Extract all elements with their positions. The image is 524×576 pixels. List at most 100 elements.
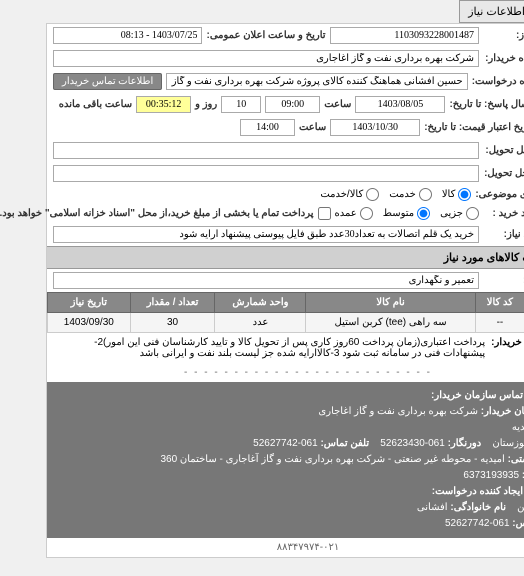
contact-province-row: استان: خوزستان دورنگار: 061-52623430 تلف… (9, 436, 515, 452)
budget-type-label: طبقه بندی موضوعی: (429, 189, 517, 200)
firstname-value: حسین (471, 502, 497, 513)
radio-khedmat[interactable]: خدمت (343, 188, 386, 201)
firstname-label: نام: (500, 502, 515, 513)
buyer-org-label: نام دستگاه خریدار: (437, 53, 517, 64)
buyer-org-input[interactable] (7, 50, 433, 67)
need-number-input[interactable] (284, 27, 433, 44)
valid-date-input[interactable] (284, 119, 374, 136)
radio-motevaset-label: متوسط (337, 208, 368, 219)
radio-kala-khedmat[interactable]: کالا/خدمت (274, 188, 333, 201)
contact-postal-label: کد پستی: (476, 470, 515, 481)
row-buyer-org: نام دستگاه خریدار: (1, 47, 523, 70)
lastname-label: نام خانوادگی: (404, 502, 460, 513)
deadline-time-label: ساعت (278, 99, 305, 110)
need-desc-label: شرح کلی نیاز: (437, 229, 517, 240)
row-need-number: شماره نیاز: تاریخ و ساعت اعلان عمومی: (1, 24, 523, 47)
td-date: 1403/09/30 (2, 313, 85, 333)
radio-kala-khedmat-label: کالا/خدمت (274, 189, 317, 200)
contact-province-value: خوزستان (446, 438, 484, 449)
radio-kala-khedmat-input[interactable] (320, 188, 333, 201)
tab-header: جزئیات اطلاعات نیاز (413, 0, 524, 23)
deadline-time-input[interactable] (219, 96, 274, 113)
row-need-desc: شرح کلی نیاز: (1, 223, 523, 246)
delivery-loc-input[interactable] (7, 142, 433, 159)
purchase-type-label: نوع برآورد خرید : (437, 208, 517, 219)
row-goods-group: گروه کالا: (1, 269, 523, 292)
contact-address-row: آدرس پستی: امیدیه - محوطه غیر صنعتی - شر… (9, 452, 515, 468)
remarks-text: پرداخت اعتباری(زمان پرداخت 60روز کاری پس… (7, 337, 439, 359)
need-desc-input[interactable] (7, 226, 433, 243)
remarks-label: توضیحات خریدار: (445, 337, 517, 359)
td-code: -- (429, 313, 478, 333)
contact-fax-value: 061-52623430 (334, 438, 399, 449)
remarks-row: توضیحات خریدار: پرداخت اعتباری(زمان پردا… (1, 333, 523, 363)
payment-note-text: پرداخت تمام یا بخشی از مبلغ خرید،از محل … (0, 208, 268, 219)
contact-city-label: شهر: (493, 422, 515, 433)
goods-group-input[interactable] (7, 272, 433, 289)
goods-table: ردیف کد کالا نام کالا واحد شمارش تعداد /… (1, 292, 523, 333)
th-unit: واحد شمارش (169, 293, 260, 313)
requester-phone-value: 061-52627742 (399, 518, 464, 529)
radio-omde-label: عمده (289, 208, 311, 219)
budget-radio-group: کالا خدمت کالا/خدمت (274, 188, 425, 201)
td-name: سه راهی (tee) کربن استیل (260, 313, 429, 333)
contact-fax-label: دورنگار: (402, 438, 436, 449)
radio-khedmat-input[interactable] (373, 188, 386, 201)
radio-jazii-input[interactable] (420, 207, 433, 220)
radio-kala-input[interactable] (412, 188, 425, 201)
delivery-loc-label: استان محل تحویل: (437, 145, 517, 156)
contact-header: اطلاعات تماس سازمان خریدار: (9, 388, 515, 404)
contact-province-label: استان: (487, 438, 515, 449)
contact-postal-value: 6373193935 (417, 470, 473, 481)
contact-org-row: نام سازمان خریدار: شرکت بهره برداری نفت … (9, 404, 515, 420)
th-row: ردیف (479, 293, 523, 313)
footer-separator: - - - - - - - - - - - - - - - - - - - - … (1, 363, 523, 382)
announce-input[interactable] (7, 27, 156, 44)
radio-motevaset[interactable]: متوسط (337, 207, 384, 220)
row-delivery-loc: استان محل تحویل: (1, 139, 523, 162)
delivery-addr-input[interactable] (7, 165, 433, 182)
row-purchase-type: نوع برآورد خرید : جزیی متوسط عمده پرداخت… (1, 204, 523, 223)
announce-label: تاریخ و ساعت اعلان عمومی: (160, 30, 279, 41)
th-qty: تعداد / مقدار (84, 293, 169, 313)
td-row: 1 (479, 313, 523, 333)
table-header-row: ردیف کد کالا نام کالا واحد شمارش تعداد /… (2, 293, 523, 313)
contact-phone-label: تلفن تماس: (274, 438, 323, 449)
requester-phone-row: تلفن تماس: 061-52627742 (9, 516, 515, 532)
contact-postal-row: کد پستی: 6373193935 (9, 468, 515, 484)
requester-info-header: اطلاعات ایجاد کننده درخواست: (9, 484, 515, 500)
purchase-radio-group: جزیی متوسط عمده (289, 207, 434, 220)
row-deadline: مهلت ارسال پاسخ: تا تاریخ: ساعت روز و سا… (1, 93, 523, 116)
radio-omde-input[interactable] (314, 207, 327, 220)
contact-buyer-button[interactable]: اطلاعات تماس خریدار (7, 73, 116, 90)
radio-jazii[interactable]: جزیی (394, 207, 433, 220)
lastname-value: افشانی (371, 502, 402, 513)
td-unit: عدد (169, 313, 260, 333)
radio-jazii-label: جزیی (394, 208, 417, 219)
form-container: شماره نیاز: تاریخ و ساعت اعلان عمومی: نا… (0, 23, 524, 558)
table-row: 1 -- سه راهی (tee) کربن استیل عدد 30 140… (2, 313, 523, 333)
th-code: کد کالا (429, 293, 478, 313)
valid-time-input[interactable] (194, 119, 249, 136)
remaining-days-input (175, 96, 215, 113)
goods-section-header: اطلاعات کالاهای مورد نیاز (1, 246, 523, 269)
contact-section: اطلاعات تماس سازمان خریدار: نام سازمان خ… (1, 382, 523, 538)
contact-city-value: امیدیه (466, 422, 491, 433)
requester-input[interactable] (120, 73, 421, 90)
row-budget-type: طبقه بندی موضوعی: کالا خدمت کالا/خدمت (1, 185, 523, 204)
payment-note-checkbox[interactable] (272, 207, 285, 220)
deadline-date-input[interactable] (309, 96, 399, 113)
remaining-time-input (90, 96, 145, 113)
remaining-days-label: روز و (149, 99, 171, 110)
row-delivery-addr: نشانی محل تحویل: (1, 162, 523, 185)
radio-kala[interactable]: کالا (396, 188, 426, 201)
th-date: تاریخ نیاز (2, 293, 85, 313)
requester-label: ایجاد کننده درخواست: (426, 76, 517, 87)
contact-org-label: نام سازمان خریدار: (435, 406, 515, 417)
radio-khedmat-label: خدمت (343, 189, 370, 200)
contact-phone-value: 061-52627742 (207, 438, 272, 449)
row-valid-date: حداقل تاریخ اعتبار قیمت: تا تاریخ: ساعت (1, 116, 523, 139)
goods-group-label: گروه کالا: (437, 275, 517, 286)
radio-omde[interactable]: عمده (289, 207, 327, 220)
radio-motevaset-input[interactable] (371, 207, 384, 220)
